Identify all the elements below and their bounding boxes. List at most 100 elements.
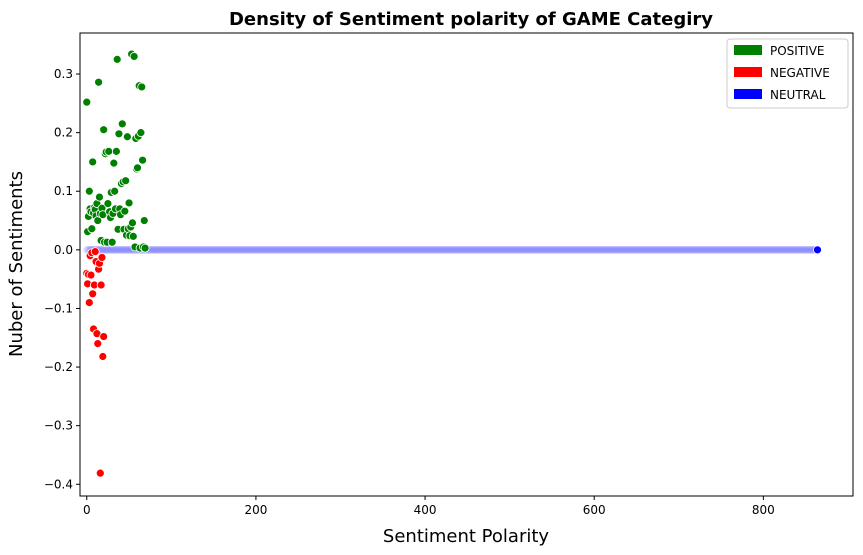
neutral-point [164,245,173,254]
neutral-point [554,245,563,254]
neutral-point [177,245,186,254]
neutral-point [805,245,814,254]
neutral-point [445,245,454,254]
neutral-point [422,245,431,254]
neutral-point [412,245,421,254]
neutral-point [674,245,683,254]
x-tick-label: 0 [83,503,91,517]
neutral-point [379,245,388,254]
neutral-point [291,245,300,254]
chart-title: Density of Sentiment polarity of GAME Ca… [229,9,713,30]
neutral-point [739,245,748,254]
neutral-point [709,245,718,254]
neutral-point [119,245,128,254]
neutral-point [252,245,261,254]
neutral-point [547,245,556,254]
neutral-point [651,245,660,254]
neutral-point [306,245,315,254]
neutral-point [562,245,571,254]
neutral-point [635,245,644,254]
neutral-point [633,245,642,254]
neutral-point [409,245,418,254]
neutral-point [563,245,572,254]
neutral-point [734,245,743,254]
neutral-point [391,245,400,254]
neutral-point [805,245,814,254]
neutral-point [774,245,783,254]
neutral-point [505,245,514,254]
neutral-point [577,245,586,254]
neutral-point [440,245,449,254]
neutral-point [736,245,745,254]
neutral-point [465,245,474,254]
neutral-point [635,245,644,254]
neutral-point [389,245,398,254]
neutral-point [378,245,387,254]
neutral-point [783,245,792,254]
neutral-point [209,245,218,254]
neutral-point [673,245,682,254]
neutral-point [302,245,311,254]
neutral-point [558,245,567,254]
neutral-point [269,245,278,254]
neutral-point [763,245,772,254]
neutral-point [114,245,123,254]
neutral-point [630,245,639,254]
neutral-point [373,245,382,254]
neutral-point [766,245,775,254]
neutral-point [531,245,540,254]
neutral-point [490,245,499,254]
neutral-point [317,245,326,254]
neutral-point [437,245,446,254]
neutral-point [498,245,507,254]
neutral-point [316,245,325,254]
neutral-point [685,245,694,254]
y-axis-label: Nuber of Sentiments [6,171,27,357]
positive-point [87,224,97,234]
neutral-point [743,245,752,254]
neutral-point [185,245,194,254]
neutral-point [327,245,336,254]
neutral-point [271,245,280,254]
neutral-point [404,245,413,254]
neutral-point [476,245,485,254]
neutral-point [326,245,335,254]
neutral-point [684,245,693,254]
neutral-point [764,245,773,254]
neutral-point [222,245,231,254]
neutral-point [434,245,443,254]
neutral-point [150,245,159,254]
positive-point [137,82,147,92]
neutral-point [368,245,377,254]
neutral-point [377,245,386,254]
neutral-point [698,245,707,254]
neutral-point [584,245,593,254]
neutral-point [111,245,120,254]
neutral-point [613,245,622,254]
positive-point [111,146,121,156]
neutral-point [568,245,577,254]
neutral-point [800,245,809,254]
neutral-point [194,245,203,254]
neutral-point [319,245,328,254]
neutral-point [702,245,711,254]
neutral-point [679,245,688,254]
neutral-point [406,245,415,254]
neutral-point [255,245,264,254]
neutral-point [596,245,605,254]
neutral-point [328,245,337,254]
neutral-point [186,245,195,254]
neutral-point [367,245,376,254]
neutral-point [780,245,789,254]
neutral-point [641,245,650,254]
neutral-point [191,245,200,254]
positive-point [109,158,119,168]
legend-swatch-negative [734,67,762,77]
neutral-point [182,245,191,254]
neutral-point [567,245,576,254]
neutral-point [551,245,560,254]
neutral-point [267,245,276,254]
neutral-point [744,245,753,254]
neutral-point [658,245,667,254]
neutral-point [318,245,327,254]
